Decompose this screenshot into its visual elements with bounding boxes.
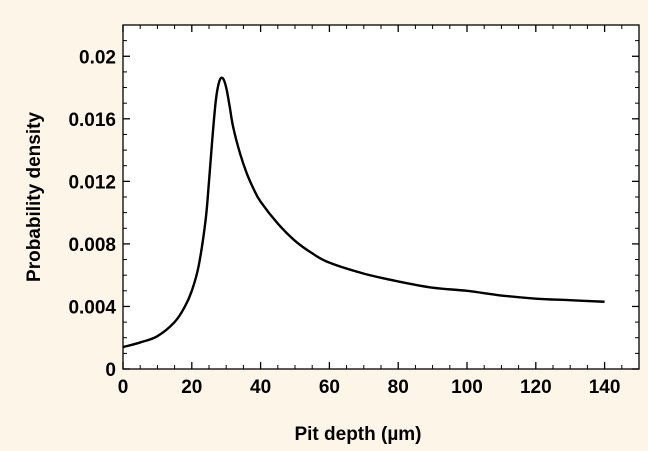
y-tick-label: 0 xyxy=(105,360,116,381)
x-tick-label: 120 xyxy=(520,377,552,398)
x-tick-label: 80 xyxy=(388,377,409,398)
x-tick-label: 0 xyxy=(118,377,129,398)
plot-area xyxy=(122,24,640,370)
x-tick-label: 20 xyxy=(181,377,202,398)
y-tick-label: 0.012 xyxy=(68,172,116,193)
y-tick-label: 0.004 xyxy=(68,297,116,318)
y-tick-label: 0.016 xyxy=(68,110,116,131)
y-tick-label: 0.02 xyxy=(79,47,116,68)
y-tick-label: 0.008 xyxy=(68,235,116,256)
x-tick-label: 100 xyxy=(451,377,483,398)
minor-ticks xyxy=(123,24,640,369)
x-tick-label: 60 xyxy=(319,377,340,398)
y-axis-title: Probability density xyxy=(24,112,45,282)
x-axis-title: Pit depth (µm) xyxy=(294,424,421,445)
x-tick-label: 40 xyxy=(250,377,271,398)
x-tick-label: 140 xyxy=(589,377,621,398)
series-line xyxy=(122,76,605,349)
x-axis-ticks: 0 20 40 60 80 100 120 140 xyxy=(118,25,621,398)
y-axis-ticks: 0 0.004 0.008 0.012 0.016 0.02 xyxy=(68,47,639,381)
